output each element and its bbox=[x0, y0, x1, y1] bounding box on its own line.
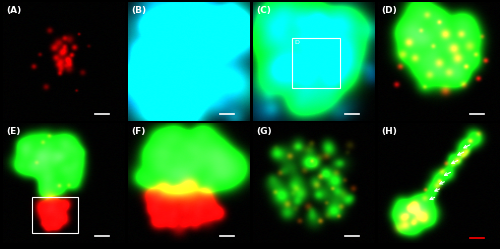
Text: (B): (B) bbox=[132, 5, 146, 15]
Text: (G): (G) bbox=[256, 127, 272, 136]
Text: (F): (F) bbox=[132, 127, 145, 136]
Text: (D): (D) bbox=[382, 5, 398, 15]
Text: (E): (E) bbox=[6, 127, 20, 136]
Text: D: D bbox=[294, 40, 299, 45]
Text: (A): (A) bbox=[6, 5, 22, 15]
Text: (H): (H) bbox=[382, 127, 398, 136]
Text: (C): (C) bbox=[256, 5, 272, 15]
Bar bbox=[292, 38, 340, 88]
Bar bbox=[32, 197, 78, 233]
